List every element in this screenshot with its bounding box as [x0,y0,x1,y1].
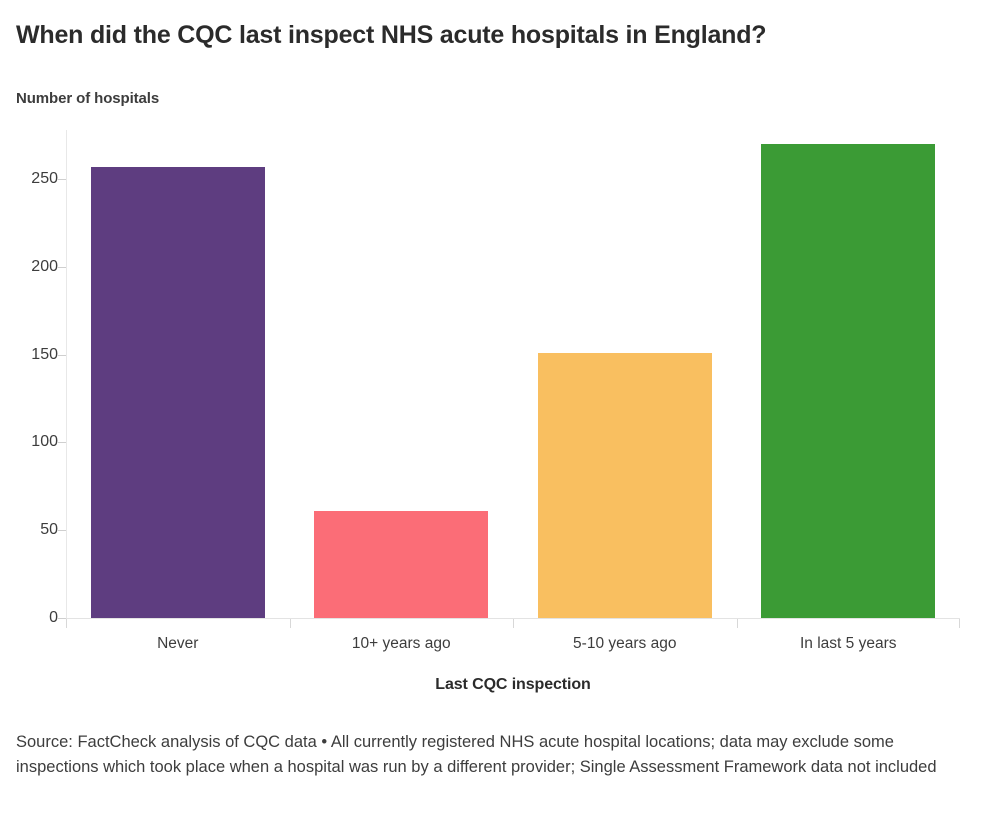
x-tick-mark [66,619,67,628]
x-tick-mark [513,619,514,628]
x-tick-label: 5-10 years ago [573,635,677,652]
bar-5-10-years-ago[interactable] [537,352,712,618]
y-tick-mark [58,618,66,619]
y-tick-label: 150 [31,345,58,363]
y-axis-line [66,130,67,618]
source-note: Source: FactCheck analysis of CQC data •… [16,733,937,776]
plot-area: 0 50 100 150 200 250 Never 10+ years ago 5-10 y… [31,130,960,651]
x-axis-title: Last CQC inspection [435,676,591,693]
x-tick-mark [959,619,960,628]
x-axis-line [66,618,960,619]
y-tick-mark [58,354,66,356]
y-tick-label: 0 [49,609,58,626]
y-tick-label: 200 [31,257,58,275]
bar-in-last-5-years[interactable] [761,144,936,618]
page-title: When did the CQC last inspect NHS acute … [16,21,767,49]
x-tick-label: Never [157,635,199,652]
x-tick-label: 10+ years ago [351,635,451,652]
y-tick-mark [58,442,66,444]
bar-10-years-ago[interactable] [314,510,489,618]
x-tick-label: In last 5 years [800,635,897,652]
y-tick-mark [58,530,66,532]
y-tick-mark [58,179,66,181]
y-tick-label: 100 [31,433,58,451]
x-tick-mark [736,619,738,628]
y-tick-label: 250 [31,170,58,188]
bar-never[interactable] [90,166,265,618]
y-tick-label: 50 [40,521,58,539]
x-tick-mark [289,619,291,628]
y-tick-mark [58,266,66,268]
y-axis-title: Number of hospitals [16,90,160,107]
